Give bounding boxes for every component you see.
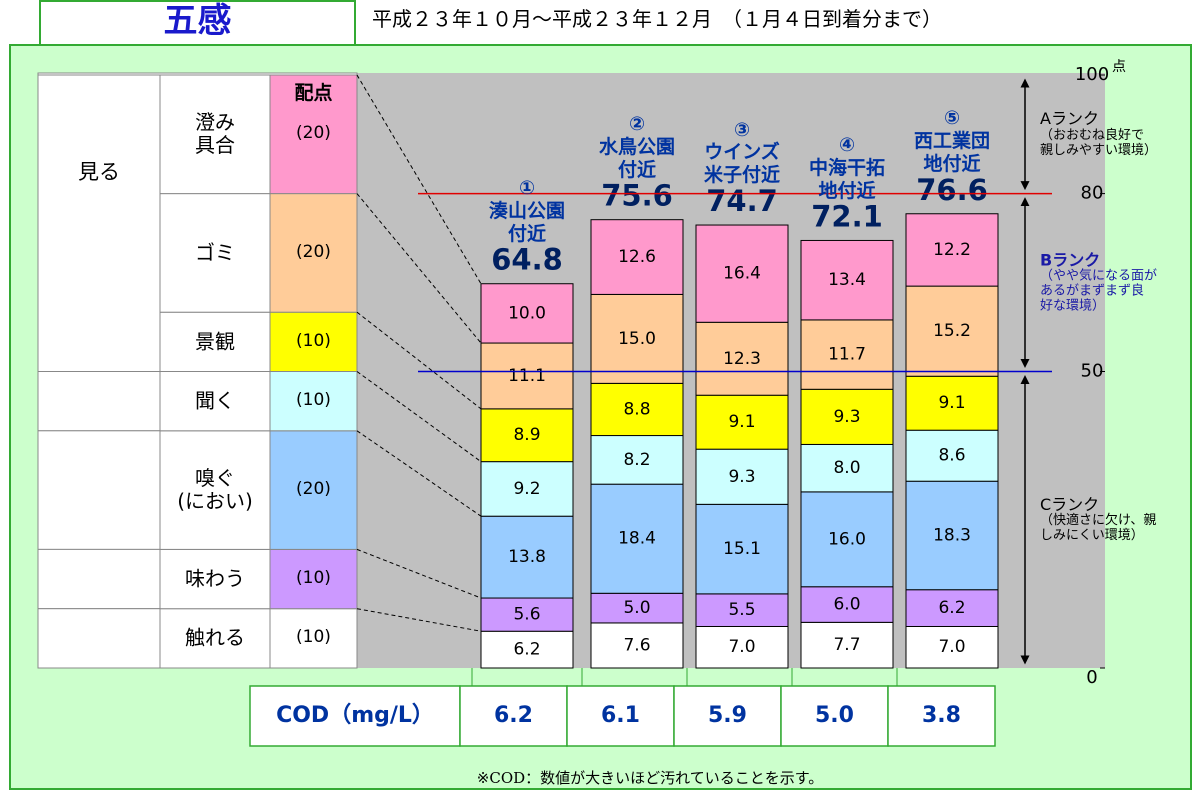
rank-text: （おおむね良好で 親しみやすい環境） (1040, 129, 1157, 159)
value-label: 8.6 (938, 446, 965, 466)
category-label: ⑤ 西工業団 地付近 (887, 107, 1017, 175)
y-tick-label: 50 (1081, 361, 1104, 382)
y-tick-label: 0 (1086, 667, 1097, 688)
cod-value: 3.8 (888, 703, 995, 728)
rank-box: Bランク（やや気になる面が あるがまずまず良 好な環境） (1040, 251, 1157, 314)
sense-label: 見る (38, 160, 160, 184)
value-label: 6.2 (513, 640, 540, 660)
points-label: (20) (270, 243, 357, 263)
value-label: 7.0 (938, 637, 965, 657)
value-label: 9.1 (938, 393, 965, 413)
subtitle: 平成２３年１０月～平成２３年１２月 （１月４日到着分まで） (372, 8, 942, 31)
value-label: 7.0 (728, 637, 755, 657)
value-label: 9.2 (513, 479, 540, 499)
item-label: ゴミ (160, 241, 270, 264)
item-label: 味わう (160, 568, 270, 591)
total-label: 75.6 (601, 179, 673, 213)
sense-cell (38, 372, 160, 431)
value-label: 11.1 (508, 366, 546, 386)
total-label: 64.8 (491, 243, 563, 277)
total-label: 72.1 (811, 199, 883, 233)
item-label: 景観 (160, 330, 270, 353)
item-label: 嗅ぐ (におい) (160, 467, 270, 513)
value-label: 8.9 (513, 425, 540, 445)
rank-title: Aランク (1040, 110, 1157, 128)
points-label: (10) (270, 332, 357, 352)
value-label: 8.2 (623, 450, 650, 470)
y-tick-label: 80 (1081, 183, 1104, 204)
cod-value: 6.1 (567, 703, 674, 728)
value-label: 12.2 (933, 240, 971, 260)
rank-box: Aランク（おおむね良好で 親しみやすい環境） (1040, 110, 1157, 158)
item-label: 澄み 具合 (160, 111, 270, 157)
item-label: 触れる (160, 627, 270, 650)
value-label: 15.2 (933, 321, 971, 341)
value-label: 13.8 (508, 547, 546, 567)
sense-cell (38, 609, 160, 668)
sense-cell (38, 549, 160, 608)
y-unit: 点 (1112, 59, 1126, 75)
chart-title: 五感 (40, 2, 355, 41)
points-label: (10) (270, 569, 357, 589)
value-label: 7.6 (623, 635, 650, 655)
cod-label: COD（mg/L） (250, 703, 460, 728)
note: ※COD：数値が大きいほど汚れていることを示す。 (250, 770, 1050, 787)
value-label: 8.8 (623, 399, 650, 419)
value-label: 9.1 (728, 412, 755, 432)
rank-title: Bランク (1040, 251, 1157, 269)
value-label: 6.0 (833, 595, 860, 615)
value-label: 5.5 (728, 600, 755, 620)
sense-cell (38, 75, 160, 372)
value-label: 12.6 (618, 247, 656, 267)
value-label: 16.0 (828, 529, 866, 549)
total-label: 76.6 (916, 173, 988, 207)
total-label: 74.7 (706, 184, 778, 218)
sense-cell (38, 431, 160, 550)
value-label: 12.3 (723, 349, 761, 369)
value-label: 11.7 (828, 345, 866, 365)
points-header: 配点 (270, 83, 357, 105)
value-label: 18.4 (618, 529, 656, 549)
cod-value: 5.0 (781, 703, 888, 728)
value-label: 5.6 (513, 605, 540, 625)
value-label: 8.0 (833, 458, 860, 478)
value-label: 13.4 (828, 270, 866, 290)
value-label: 9.3 (728, 467, 755, 487)
value-label: 16.4 (723, 264, 761, 284)
value-label: 9.3 (833, 407, 860, 427)
points-label: (10) (270, 391, 357, 411)
rank-text: （やや気になる面が あるがまずまず良 好な環境） (1040, 269, 1157, 314)
cod-value: 6.2 (460, 703, 567, 728)
rank-text: （快適さに欠け、親 しみにくい環境） (1040, 514, 1156, 544)
rank-box: Cランク（快適さに欠け、親 しみにくい環境） (1040, 496, 1156, 544)
points-label: (20) (270, 480, 357, 500)
value-label: 7.7 (833, 635, 860, 655)
cod-value: 5.9 (674, 703, 781, 728)
value-label: 15.0 (618, 329, 656, 349)
y-tick-label: 100 (1075, 64, 1109, 85)
value-label: 15.1 (723, 539, 761, 559)
value-label: 6.2 (938, 598, 965, 618)
category-label: ① 湊山公園 付近 (462, 177, 592, 245)
value-label: 18.3 (933, 525, 971, 545)
value-label: 5.0 (623, 598, 650, 618)
points-label: (10) (270, 629, 357, 649)
value-label: 10.0 (508, 303, 546, 323)
page: 0 50 80 100点 6.2 5.6 13.8 9.2 8.9 11.1 10.0 64.8 7.6… (0, 0, 1200, 792)
points-label: (20) (270, 125, 357, 145)
rank-title: Cランク (1040, 496, 1156, 514)
item-label: 聞く (160, 390, 270, 413)
